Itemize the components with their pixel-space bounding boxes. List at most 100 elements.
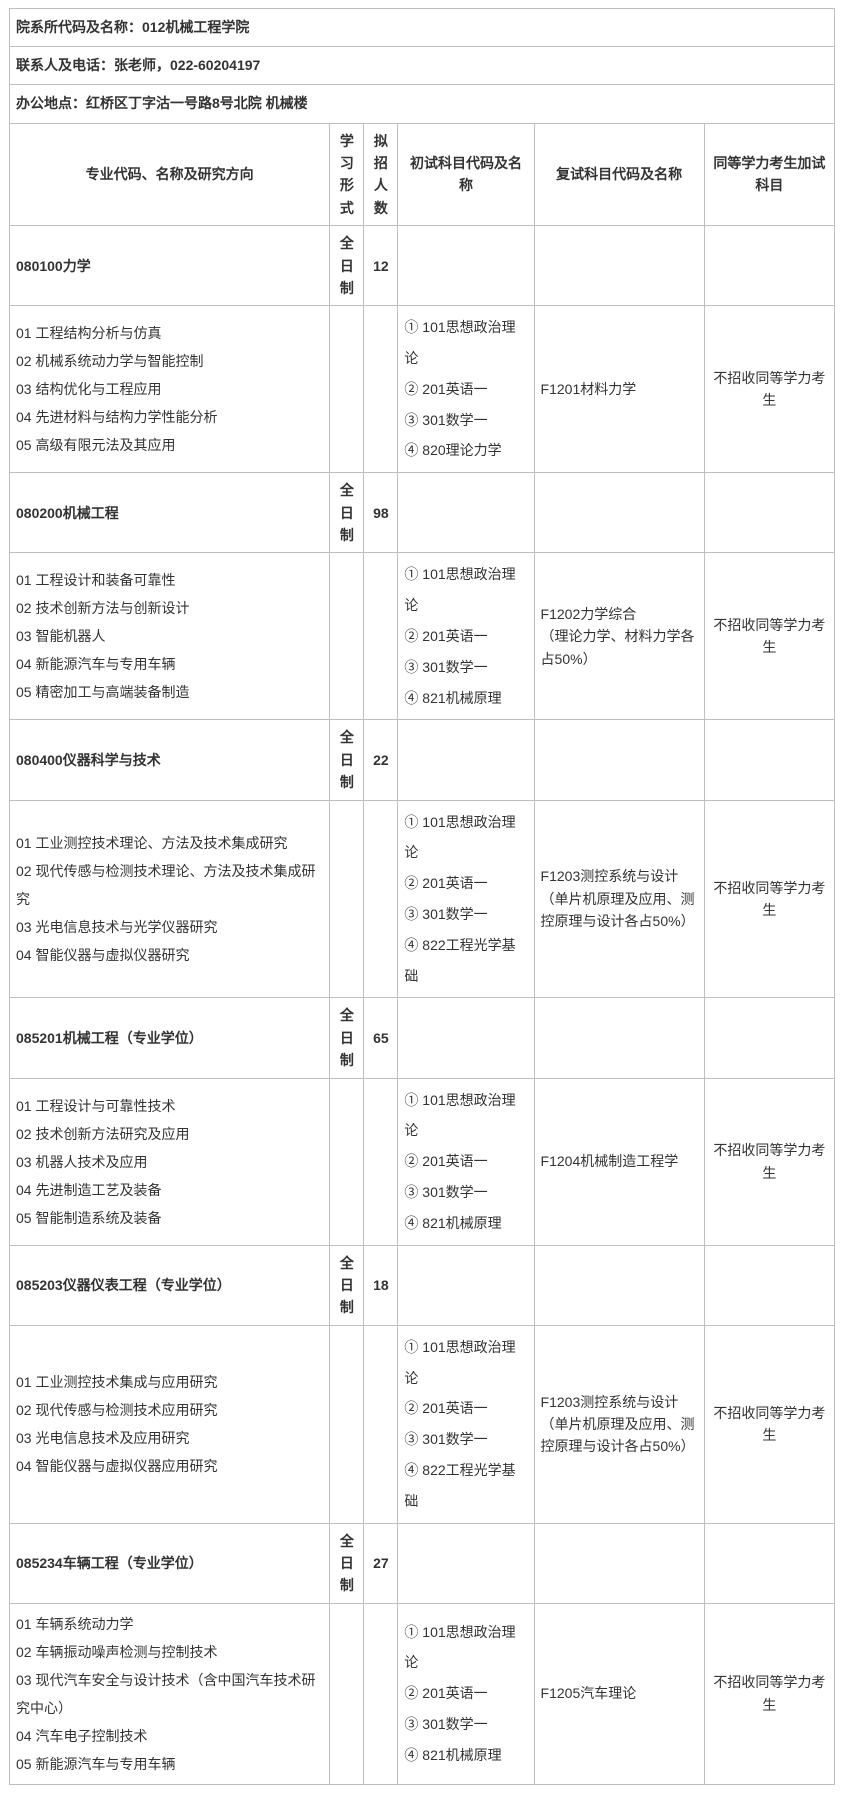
equivalent-note: 不招收同等学力考生 [704, 306, 834, 473]
reexam-subjects: F1203测控系统与设计 （单片机原理及应用、测控原理与设计各占50%） [534, 800, 704, 998]
empty-cell [534, 473, 704, 553]
empty-cell [330, 553, 364, 720]
empty-cell [704, 226, 834, 306]
empty-cell [330, 800, 364, 998]
empty-cell [704, 998, 834, 1078]
subject-item: ③ 301数学一 [404, 405, 527, 436]
subject-item: ④ 821机械原理 [404, 1740, 527, 1771]
subject-item: ① 101思想政治理论 [404, 1332, 527, 1394]
equivalent-note: 不招收同等学力考生 [704, 1325, 834, 1523]
empty-cell [364, 1603, 398, 1784]
direction-item: 01 工业测控技术理论、方法及技术集成研究 [16, 829, 323, 857]
empty-cell [704, 1245, 834, 1325]
empty-cell [704, 473, 834, 553]
direction-item: 04 汽车电子控制技术 [16, 1722, 323, 1750]
col-plan: 拟招人数 [364, 123, 398, 226]
empty-cell [330, 1603, 364, 1784]
col-mode: 学习形式 [330, 123, 364, 226]
subject-item: ② 201英语一 [404, 1146, 527, 1177]
subject-item: ③ 301数学一 [404, 1424, 527, 1455]
empty-cell [704, 720, 834, 800]
empty-cell [534, 998, 704, 1078]
empty-cell [398, 1245, 534, 1325]
direction-item: 02 技术创新方法与创新设计 [16, 594, 323, 622]
header-dept: 院系所代码及名称：012机械工程学院 [10, 9, 835, 47]
direction-item: 02 现代传感与检测技术应用研究 [16, 1396, 323, 1424]
empty-cell [398, 1523, 534, 1603]
study-mode: 全日制 [330, 226, 364, 306]
plan-number: 18 [364, 1245, 398, 1325]
empty-cell [398, 473, 534, 553]
subject-item: ① 101思想政治理论 [404, 559, 527, 621]
direction-item: 03 结构优化与工程应用 [16, 375, 323, 403]
direction-item: 04 新能源汽车与专用车辆 [16, 650, 323, 678]
subject-item: ③ 301数学一 [404, 899, 527, 930]
equivalent-note: 不招收同等学力考生 [704, 1603, 834, 1784]
col-exam1: 初试科目代码及名称 [398, 123, 534, 226]
subject-item: ④ 821机械原理 [404, 683, 527, 714]
major-row: 085203仪器仪表工程（专业学位）全日制18 [10, 1245, 835, 1325]
direction-item: 02 现代传感与检测技术理论、方法及技术集成研究 [16, 857, 323, 913]
empty-cell [364, 553, 398, 720]
subject-item: ③ 301数学一 [404, 1177, 527, 1208]
direction-item: 01 车辆系统动力学 [16, 1610, 323, 1638]
plan-number: 12 [364, 226, 398, 306]
major-name: 085203仪器仪表工程（专业学位） [10, 1245, 330, 1325]
directions-row: 01 工程设计和装备可靠性02 技术创新方法与创新设计03 智能机器人04 新能… [10, 553, 835, 720]
subject-item: ① 101思想政治理论 [404, 1617, 527, 1679]
header-address-row: 办公地点：红桥区丁字沽一号路8号北院 机械楼 [10, 85, 835, 123]
header-address: 办公地点：红桥区丁字沽一号路8号北院 机械楼 [10, 85, 835, 123]
direction-item: 03 光电信息技术及应用研究 [16, 1424, 323, 1452]
reexam-subjects: F1205汽车理论 [534, 1603, 704, 1784]
header-contact-row: 联系人及电话：张老师，022-60204197 [10, 47, 835, 85]
major-name: 080200机械工程 [10, 473, 330, 553]
direction-item: 04 智能仪器与虚拟仪器研究 [16, 941, 323, 969]
subject-item: ④ 821机械原理 [404, 1208, 527, 1239]
direction-item: 01 工程设计与可靠性技术 [16, 1092, 323, 1120]
reexam-subjects: F1201材料力学 [534, 306, 704, 473]
empty-cell [398, 226, 534, 306]
empty-cell [534, 226, 704, 306]
empty-cell [364, 800, 398, 998]
study-mode: 全日制 [330, 720, 364, 800]
direction-item: 02 技术创新方法研究及应用 [16, 1120, 323, 1148]
directions-row: 01 车辆系统动力学02 车辆振动噪声检测与控制技术03 现代汽车安全与设计技术… [10, 1603, 835, 1784]
reexam-subjects: F1202力学综合 （理论力学、材料力学各占50%） [534, 553, 704, 720]
direction-item: 03 现代汽车安全与设计技术（含中国汽车技术研究中心） [16, 1666, 323, 1722]
direction-item: 04 智能仪器与虚拟仪器应用研究 [16, 1452, 323, 1480]
prelim-subjects: ① 101思想政治理论② 201英语一③ 301数学一④ 820理论力学 [398, 306, 534, 473]
empty-cell [534, 1245, 704, 1325]
major-row: 085234车辆工程（专业学位）全日制27 [10, 1523, 835, 1603]
equivalent-note: 不招收同等学力考生 [704, 553, 834, 720]
directions-row: 01 工业测控技术集成与应用研究02 现代传感与检测技术应用研究03 光电信息技… [10, 1325, 835, 1523]
col-major: 专业代码、名称及研究方向 [10, 123, 330, 226]
header-contact: 联系人及电话：张老师，022-60204197 [10, 47, 835, 85]
research-directions: 01 工业测控技术理论、方法及技术集成研究02 现代传感与检测技术理论、方法及技… [10, 800, 330, 998]
subject-item: ③ 301数学一 [404, 1709, 527, 1740]
subject-item: ① 101思想政治理论 [404, 312, 527, 374]
direction-item: 03 智能机器人 [16, 622, 323, 650]
study-mode: 全日制 [330, 473, 364, 553]
direction-item: 01 工程设计和装备可靠性 [16, 566, 323, 594]
directions-row: 01 工程结构分析与仿真02 机械系统动力学与智能控制03 结构优化与工程应用0… [10, 306, 835, 473]
direction-item: 01 工程结构分析与仿真 [16, 319, 323, 347]
empty-cell [364, 1325, 398, 1523]
prelim-subjects: ① 101思想政治理论② 201英语一③ 301数学一④ 822工程光学基础 [398, 800, 534, 998]
major-row: 085201机械工程（专业学位）全日制65 [10, 998, 835, 1078]
subject-item: ② 201英语一 [404, 1678, 527, 1709]
major-row: 080400仪器科学与技术全日制22 [10, 720, 835, 800]
research-directions: 01 工程设计和装备可靠性02 技术创新方法与创新设计03 智能机器人04 新能… [10, 553, 330, 720]
directions-row: 01 工程设计与可靠性技术02 技术创新方法研究及应用03 机器人技术及应用04… [10, 1078, 835, 1245]
header-dept-row: 院系所代码及名称：012机械工程学院 [10, 9, 835, 47]
major-name: 080400仪器科学与技术 [10, 720, 330, 800]
empty-cell [364, 306, 398, 473]
direction-item: 01 工业测控技术集成与应用研究 [16, 1368, 323, 1396]
subject-item: ② 201英语一 [404, 374, 527, 405]
direction-item: 05 智能制造系统及装备 [16, 1204, 323, 1232]
study-mode: 全日制 [330, 998, 364, 1078]
research-directions: 01 工业测控技术集成与应用研究02 现代传感与检测技术应用研究03 光电信息技… [10, 1325, 330, 1523]
prelim-subjects: ① 101思想政治理论② 201英语一③ 301数学一④ 821机械原理 [398, 553, 534, 720]
direction-item: 05 精密加工与高端装备制造 [16, 678, 323, 706]
research-directions: 01 车辆系统动力学02 车辆振动噪声检测与控制技术03 现代汽车安全与设计技术… [10, 1603, 330, 1784]
study-mode: 全日制 [330, 1523, 364, 1603]
